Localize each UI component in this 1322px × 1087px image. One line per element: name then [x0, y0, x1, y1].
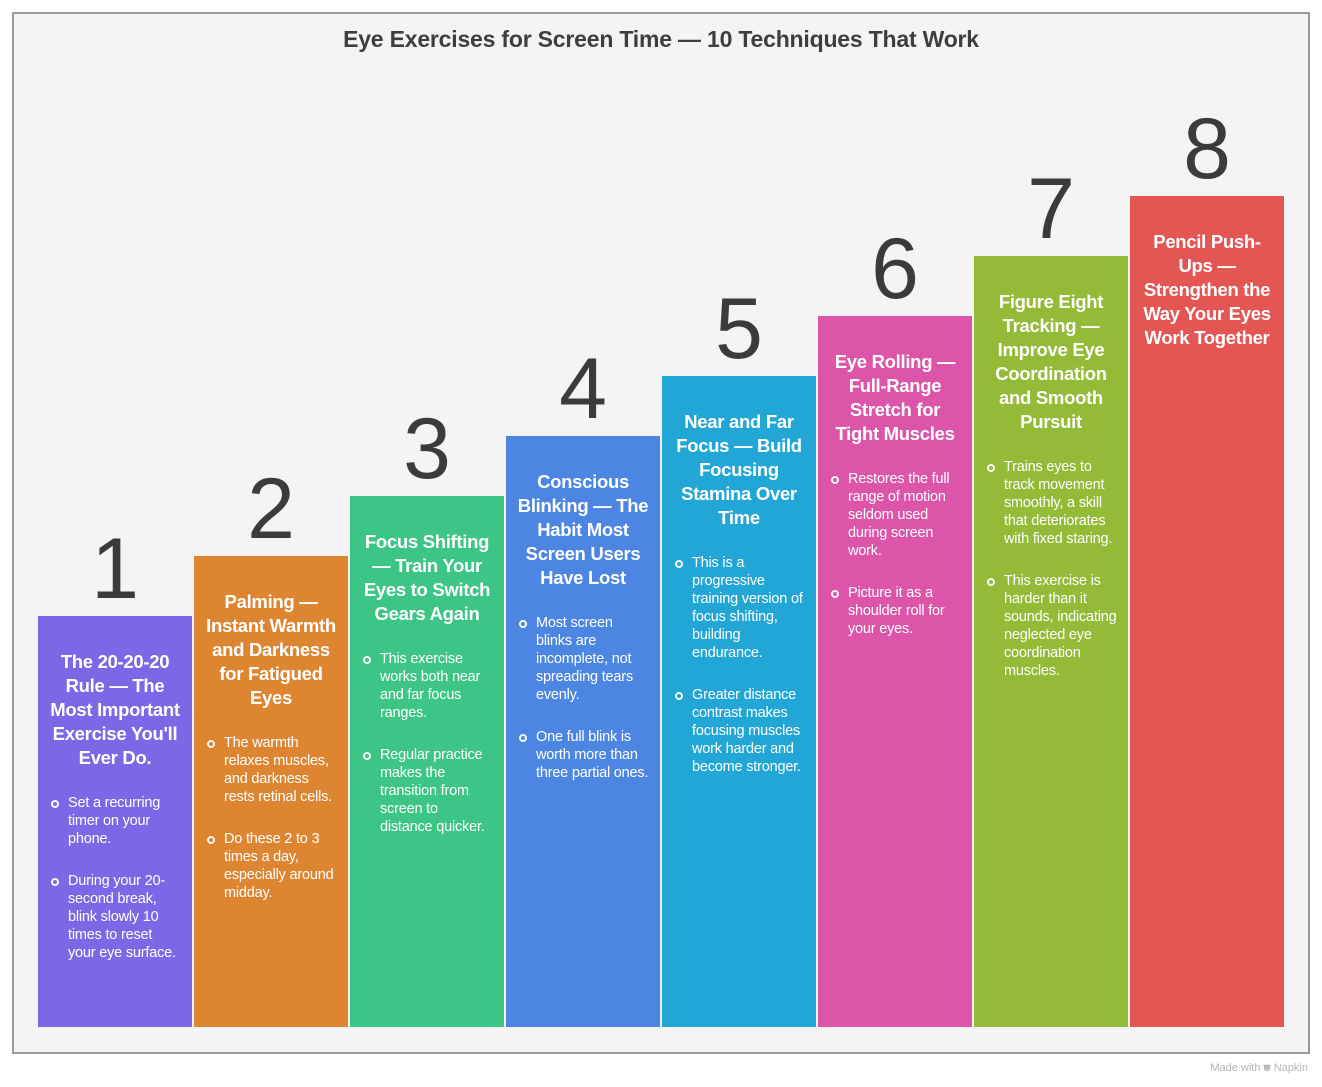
step-bar: Conscious Blinking — The Habit Most Scre…	[506, 436, 660, 1027]
step-bullet: Greater distance contrast makes focusing…	[675, 686, 806, 776]
bullet-circle-icon	[675, 560, 683, 568]
step-bullet: Trains eyes to track movement smoothly, …	[987, 458, 1118, 548]
step-bullet-text: Restores the full range of motion seldom…	[848, 471, 950, 559]
step-column-4: 4 Conscious Blinking — The Habit Most Scr…	[506, 346, 660, 1027]
step-column-2: 2 Palming — Instant Warmth and Darkness f…	[194, 466, 348, 1027]
step-bullet: During your 20-second break, blink slowl…	[51, 872, 182, 962]
bullet-circle-icon	[831, 590, 839, 598]
bullet-circle-icon	[207, 836, 215, 844]
bullet-circle-icon	[519, 734, 527, 742]
step-bar: The 20-20-20 Rule — The Most Important E…	[38, 616, 192, 1027]
step-bar: Focus Shifting — Train Your Eyes to Swit…	[350, 496, 504, 1027]
step-bullet-text: Set a recurring timer on your phone.	[68, 795, 161, 847]
step-bar: Palming — Instant Warmth and Darkness fo…	[194, 556, 348, 1027]
bullet-circle-icon	[207, 740, 215, 748]
step-bar: Eye Rolling — Full-Range Stretch for Tig…	[818, 316, 972, 1027]
step-bullet: Regular practice makes the transition fr…	[363, 746, 494, 836]
bullet-circle-icon	[831, 476, 839, 484]
step-bullet: This exercise works both near and far fo…	[363, 650, 494, 722]
step-bullet: This exercise is harder than it sounds, …	[987, 572, 1118, 680]
step-bullet-text: This exercise works both near and far fo…	[380, 651, 481, 721]
made-with-label: Made with	[1210, 1062, 1261, 1074]
step-column-5: 5 Near and Far Focus — Build Focusing Sta…	[662, 286, 816, 1027]
page-title: Eye Exercises for Screen Time — 10 Techn…	[343, 26, 979, 52]
napkin-brand: Napkin	[1273, 1062, 1308, 1074]
step-number: 2	[247, 461, 295, 557]
step-heading: Conscious Blinking — The Habit Most Scre…	[517, 471, 649, 588]
step-bullet-text: During your 20-second break, blink slowl…	[68, 873, 176, 961]
napkin-logo-icon: ⩐	[1263, 1062, 1271, 1074]
step-number: 5	[715, 281, 763, 377]
bullet-circle-icon	[519, 620, 527, 628]
step-bullet: Do these 2 to 3 times a day, especially …	[207, 830, 338, 902]
napkin-credit[interactable]: Made with ⩐ Napkin	[1210, 1062, 1308, 1075]
step-column-7: 7 Figure Eight Tracking — Improve Eye Coo…	[974, 166, 1128, 1027]
step-bullet-text: Most screen blinks are incomplete, not s…	[536, 615, 633, 703]
step-number: 3	[403, 401, 451, 497]
step-bar: Near and Far Focus — Build Focusing Stam…	[662, 376, 816, 1027]
bullet-circle-icon	[987, 464, 995, 472]
step-bullet: Restores the full range of motion seldom…	[831, 470, 962, 560]
step-heading: Focus Shifting — Train Your Eyes to Swit…	[363, 531, 491, 624]
step-number: 4	[559, 341, 607, 437]
step-bullet-list: Most screen blinks are incomplete, not s…	[516, 614, 650, 782]
step-bullet-list: This exercise works both near and far fo…	[360, 650, 494, 836]
step-bullet: Set a recurring timer on your phone.	[51, 794, 182, 848]
step-bullet-text: Do these 2 to 3 times a day, especially …	[224, 831, 334, 901]
step-heading: Palming — Instant Warmth and Darkness fo…	[206, 591, 336, 708]
bullet-circle-icon	[51, 878, 59, 886]
bullet-circle-icon	[363, 656, 371, 664]
bullet-circle-icon	[675, 692, 683, 700]
step-bullet: One full blink is worth more than three …	[519, 728, 650, 782]
step-heading: Near and Far Focus — Build Focusing Stam…	[676, 411, 802, 528]
step-bullet-list: Restores the full range of motion seldom…	[828, 470, 962, 638]
step-bar: Figure Eight Tracking — Improve Eye Coor…	[974, 256, 1128, 1027]
step-bullet-text: This exercise is harder than it sounds, …	[1004, 573, 1117, 679]
step-bullet-text: The warmth relaxes muscles, and darkness…	[224, 735, 333, 805]
step-bullet-text: Picture it as a shoulder roll for your e…	[848, 585, 945, 637]
step-bullet-text: Trains eyes to track movement smoothly, …	[1004, 459, 1113, 547]
step-bullet-list: Trains eyes to track movement smoothly, …	[984, 458, 1118, 680]
step-bullet: The warmth relaxes muscles, and darkness…	[207, 734, 338, 806]
step-bullet: This is a progressive training version o…	[675, 554, 806, 662]
step-bullet-text: This is a progressive training version o…	[692, 555, 803, 661]
step-number: 6	[871, 221, 919, 317]
step-number: 8	[1183, 101, 1231, 197]
step-bullet-text: Regular practice makes the transition fr…	[380, 747, 485, 835]
step-heading: Figure Eight Tracking — Improve Eye Coor…	[995, 291, 1107, 432]
step-heading: Eye Rolling — Full-Range Stretch for Tig…	[834, 351, 956, 444]
step-bullet: Most screen blinks are incomplete, not s…	[519, 614, 650, 704]
step-column-8: 8 Pencil Push-Ups — Strengthen the Way Yo…	[1130, 106, 1284, 1027]
step-column-3: 3 Focus Shifting — Train Your Eyes to Swi…	[350, 406, 504, 1027]
step-heading: Pencil Push-Ups — Strengthen the Way You…	[1143, 231, 1271, 348]
step-bullet: Picture it as a shoulder roll for your e…	[831, 584, 962, 638]
bullet-circle-icon	[987, 578, 995, 586]
step-heading: The 20-20-20 Rule — The Most Important E…	[50, 651, 180, 768]
step-bullet-list: Set a recurring timer on your phone. Duri…	[48, 794, 182, 962]
step-column-1: 1 The 20-20-20 Rule — The Most Important …	[38, 526, 192, 1027]
step-number: 7	[1027, 161, 1075, 257]
bullet-circle-icon	[51, 800, 59, 808]
step-number: 1	[91, 521, 139, 617]
bullet-circle-icon	[363, 752, 371, 760]
step-bar: Pencil Push-Ups — Strengthen the Way You…	[1130, 196, 1284, 1027]
step-bullet-list: This is a progressive training version o…	[672, 554, 806, 776]
step-bullet-text: Greater distance contrast makes focusing…	[692, 687, 801, 775]
step-bullet-text: One full blink is worth more than three …	[536, 729, 649, 781]
step-bullet-list: The warmth relaxes muscles, and darkness…	[204, 734, 338, 902]
step-column-6: 6 Eye Rolling — Full-Range Stretch for Ti…	[818, 226, 972, 1027]
